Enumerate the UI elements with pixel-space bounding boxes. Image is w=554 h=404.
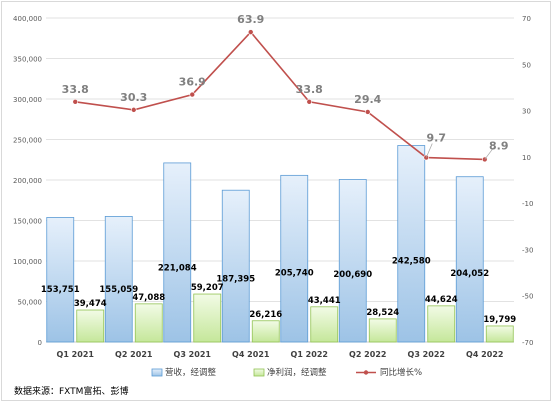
left-tick-label: 250,000: [13, 137, 42, 145]
left-tick-label: 0: [38, 339, 42, 347]
revenue-bar: [338, 179, 367, 343]
growth-data-label: 36.9: [179, 76, 206, 89]
legend-swatch: [151, 368, 163, 377]
left-tick-label: 400,000: [13, 15, 42, 23]
growth-point: [189, 91, 196, 98]
growth-point: [247, 29, 254, 35]
category-label: Q3 2022: [408, 350, 445, 359]
growth-data-label: 33.8: [62, 83, 89, 96]
left-tick-label: 350,000: [13, 56, 42, 64]
category-label: Q4 2021: [232, 350, 270, 359]
profit-bar: [485, 325, 514, 343]
revenue-bar: [221, 189, 250, 343]
revenue-data-label: 155,059: [99, 285, 138, 295]
profit-bar: [310, 306, 339, 343]
category-label: Q2 2022: [349, 350, 386, 359]
profit-data-label: 26,216: [249, 310, 282, 320]
revenue-bar: [397, 145, 426, 343]
legend-label: 同比增长%: [380, 367, 422, 378]
growth-data-label: 29.4: [354, 93, 381, 106]
source-note: 数据来源：FXTM富拓、彭博: [14, 387, 129, 397]
legend-swatch: [253, 368, 265, 377]
growth-line: [75, 30, 485, 161]
right-tick-label: 30: [522, 108, 531, 116]
growth-point: [364, 109, 371, 115]
legend-label: 营收，经调整: [165, 367, 217, 378]
right-tick-label: -70: [522, 339, 533, 347]
revenue-data-label: 187,395: [216, 274, 255, 284]
growth-label-leader: [425, 143, 433, 158]
revenue-data-label: 200,690: [333, 270, 372, 280]
right-tick-label: -10: [522, 200, 533, 208]
growth-point: [130, 107, 137, 113]
legend-line-marker: [363, 370, 369, 375]
category-label: Q2 2021: [115, 350, 153, 359]
profit-data-label: 19,799: [483, 315, 516, 325]
revenue-bar: [163, 162, 192, 343]
profit-bar: [193, 293, 222, 343]
left-tick-label: 100,000: [13, 258, 42, 266]
profit-bar: [368, 318, 397, 343]
left-tick-label: 200,000: [13, 177, 42, 185]
revenue-data-label: 153,751: [41, 285, 80, 295]
revenue-data-label: 204,052: [450, 269, 489, 279]
growth-point: [72, 98, 79, 105]
profit-data-label: 28,524: [366, 308, 399, 318]
growth-data-label: 8.9: [489, 139, 509, 152]
profit-data-label: 39,474: [74, 299, 107, 309]
right-tick-label: 70: [522, 15, 531, 23]
profit-bar: [427, 305, 456, 343]
profit-bar: [134, 303, 163, 343]
growth-data-label: 9.7: [427, 132, 447, 145]
left-tick-label: 300,000: [13, 96, 42, 104]
revenue-bar: [280, 174, 309, 343]
revenue-bar: [104, 216, 133, 343]
revenue-bar: [455, 176, 484, 343]
revenue-data-label: 242,580: [392, 256, 431, 266]
growth-data-label: 33.8: [296, 83, 323, 96]
revenue-bar: [46, 217, 75, 343]
right-tick-label: 10: [522, 154, 531, 162]
category-label: Q4 2022: [466, 350, 503, 359]
growth-label-leader: [484, 147, 495, 160]
profit-data-label: 43,441: [308, 296, 341, 306]
growth-data-label: 63.9: [237, 13, 264, 26]
category-label: Q3 2021: [174, 350, 212, 359]
revenue-data-label: 221,084: [158, 263, 197, 273]
profit-data-label: 59,207: [191, 283, 224, 293]
left-tick-label: 50,000: [18, 299, 43, 307]
category-label: Q1 2022: [291, 350, 328, 359]
right-tick-label: -50: [522, 293, 533, 301]
profit-bar: [76, 309, 105, 343]
profit-data-label: 44,624: [425, 295, 458, 305]
profit-bar: [251, 320, 280, 343]
growth-point: [306, 98, 313, 105]
right-tick-label: -30: [522, 246, 533, 254]
growth-data-label: 30.3: [120, 91, 147, 104]
right-tick-label: 50: [522, 61, 531, 69]
profit-data-label: 47,088: [132, 293, 165, 303]
category-label: Q1 2021: [57, 350, 95, 359]
revenue-data-label: 205,740: [275, 268, 314, 278]
left-tick-label: 150,000: [13, 218, 42, 226]
legend-label: 净利润，经调整: [267, 367, 327, 378]
